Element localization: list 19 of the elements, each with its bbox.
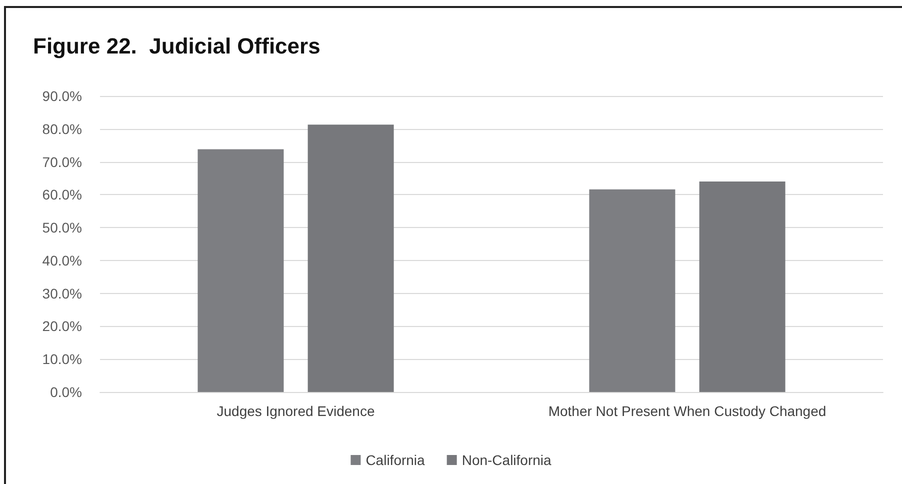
bar (308, 124, 394, 392)
y-tick-label: 80.0% (42, 120, 82, 137)
legend-label: California (366, 452, 426, 468)
y-tick-label: 90.0% (42, 88, 82, 104)
chart-title: Figure 22. Judicial Officers (33, 34, 320, 58)
legend-label: Non-California (462, 452, 552, 468)
y-tick-label: 50.0% (42, 220, 82, 236)
y-tick-label: 70.0% (42, 154, 82, 170)
y-tick-label: 20.0% (42, 318, 82, 334)
y-tick-label: 0.0% (50, 384, 82, 400)
y-tick-label: 30.0% (42, 285, 82, 302)
bar (699, 182, 786, 392)
y-tick-label: 10.0% (42, 351, 82, 368)
y-tick-label: 60.0% (42, 186, 82, 203)
x-tick-label: Judges Ignored Evidence (216, 403, 375, 419)
bar (589, 189, 676, 392)
y-tick-label: 40.0% (42, 252, 82, 268)
bar (198, 149, 284, 392)
x-tick-label: Mother Not Present When Custody Changed (548, 403, 826, 419)
